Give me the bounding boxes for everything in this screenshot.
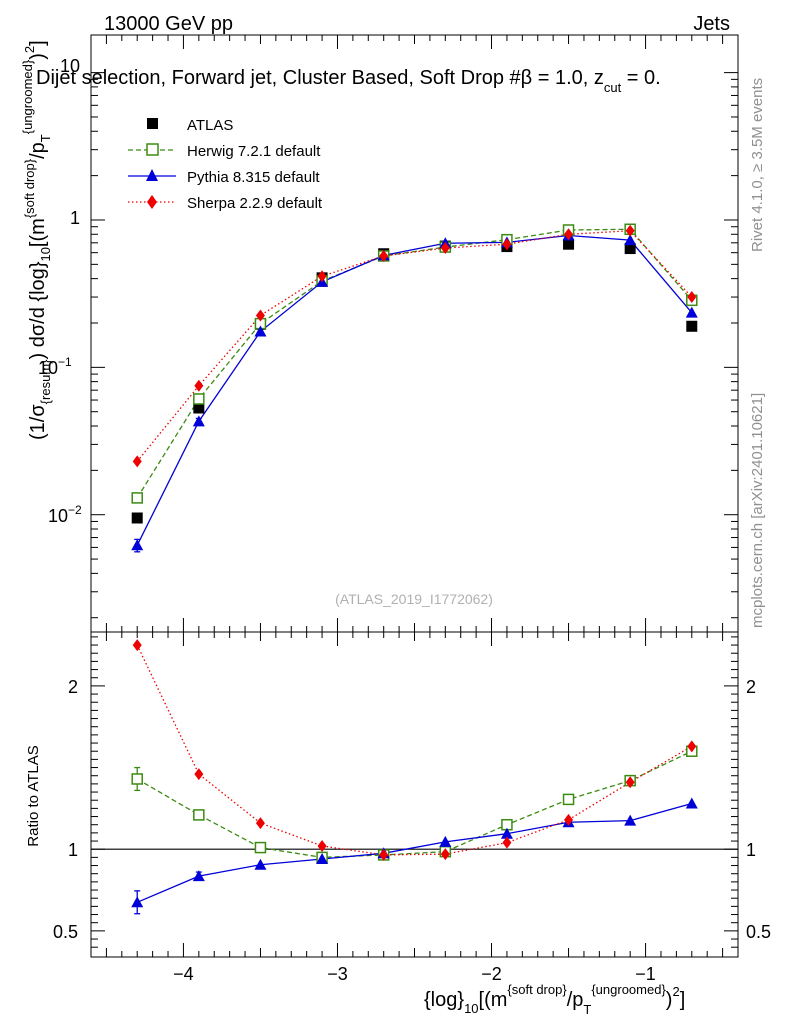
ratio-herwig-point [254,841,267,854]
plot-title: Dijet selection, Forward jet, Cluster Ba… [36,67,661,95]
ratio-sherpa-point [379,848,389,861]
main-pythia-point [192,415,205,427]
ratio-tick-labels: −4 −3 −2 −1 0.5 0.5 1 1 2 2 [53,677,771,984]
main-sherpa-point [687,291,697,304]
main-y-tick-label-1e-2: 10−2 [48,503,82,526]
main-y-tick-label-10: 10 [60,56,80,76]
ratio-y-tick-label: 2 [68,677,78,697]
main-sherpa-point [502,238,512,251]
x-tick-label: −3 [327,964,348,984]
ratio-pythia-point [254,858,267,870]
legend-atlas-marker [147,118,158,129]
main-herwig-point [193,393,205,405]
main-atlas-point [686,320,698,332]
main-pythia-point [685,306,698,318]
legend-herwig-marker [146,143,159,156]
ratio-sherpa-point [317,839,327,852]
ratio-y-axis-label: Ratio to ATLAS [25,745,42,846]
main-sherpa-point [625,224,635,237]
ratio-pythia-point [192,870,205,882]
main-sherpa-point [317,270,327,283]
ratio-sherpa-point [687,740,697,753]
ratio-herwig-line [136,750,693,859]
main-pythia-line [136,234,693,546]
main-y-tick-label-1: 1 [70,208,80,228]
main-pythia-point [254,325,267,337]
ratio-sherpa-point [255,817,265,830]
legend-herwig-label: Herwig 7.2.1 default [187,143,321,160]
ratio-y-tick-label-right: 0.5 [746,922,771,942]
legend: ATLAS Herwig 7.2.1 default Pythia 8.315 … [128,117,323,212]
ratio-pythia-point [439,835,452,847]
x-tick-label: −1 [635,964,656,984]
ratio-herwig-point [131,773,143,785]
category-label: Jets [693,13,730,35]
main-sherpa-point [194,379,204,392]
main-pythia-point [131,539,144,551]
legend-sherpa-marker [147,195,157,209]
ratio-sherpa-point [132,639,142,652]
main-y-tick-label-1e-1: 10−1 [38,355,72,378]
main-atlas-point [624,243,636,255]
legend-pythia-label: Pythia 8.315 default [187,169,320,186]
x-axis-label: {log}10[(m{soft drop}/pT{ungroomed})2] [424,982,685,1017]
main-pythia-point [624,234,637,246]
ratio-pythia-line [136,802,692,903]
x-tick-label: −2 [481,964,502,984]
ratio-y-tick-label: 1 [68,840,78,860]
main-sherpa-point [379,249,389,262]
watermark: (ATLAS_2019_I1772062) [335,591,493,607]
ratio-pythia-point [500,827,513,839]
main-y-axis-label: (1/σ{resum}) dσ/d {log}10[(m{soft drop}/… [20,40,53,440]
ratio-pythia-point [685,797,698,809]
ratio-sherpa-point [194,768,204,781]
ratio-herwig-point [193,809,205,821]
ratio-y-tick-label-right: 1 [746,840,756,860]
mcplots-label: mcplots.cern.ch [arXiv:2401.10621] [749,393,766,628]
ratio-plot-frame [90,631,739,958]
main-herwig-point [131,492,143,504]
x-tick-label: −4 [173,964,194,984]
main-atlas-point [193,402,205,414]
ratio-sherpa-point [440,848,450,861]
axis-ticks [90,35,739,957]
ratio-sherpa-point [564,813,574,826]
main-sherpa-point [255,309,265,322]
ratio-sherpa-point [502,836,512,849]
rivet-label: Rivet 4.1.0, ≥ 3.5M events [749,78,766,252]
main-sherpa-point [564,228,574,241]
ratio-pythia-point [316,853,329,865]
ratio-sherpa-point [625,776,635,789]
main-herwig-line [136,228,693,499]
legend-atlas-label: ATLAS [187,117,233,134]
legend-sherpa-label: Sherpa 2.2.9 default [187,195,323,212]
ratio-y-tick-label: 0.5 [53,922,78,942]
main-sherpa-line [136,230,693,462]
main-sherpa-point [440,242,450,255]
ratio-herwig-point [562,793,575,806]
ratio-y-tick-label-right: 2 [746,677,756,697]
main-sherpa-point [132,455,142,468]
energy-label: 13000 GeV pp [104,13,233,35]
ratio-sherpa-line [136,644,693,856]
main-atlas-point [563,238,575,250]
ratio-pythia-point [624,814,637,826]
data-marks [91,223,738,915]
main-atlas-point [131,512,143,524]
ratio-pythia-point [131,896,144,908]
legend-pythia-marker [146,169,158,181]
